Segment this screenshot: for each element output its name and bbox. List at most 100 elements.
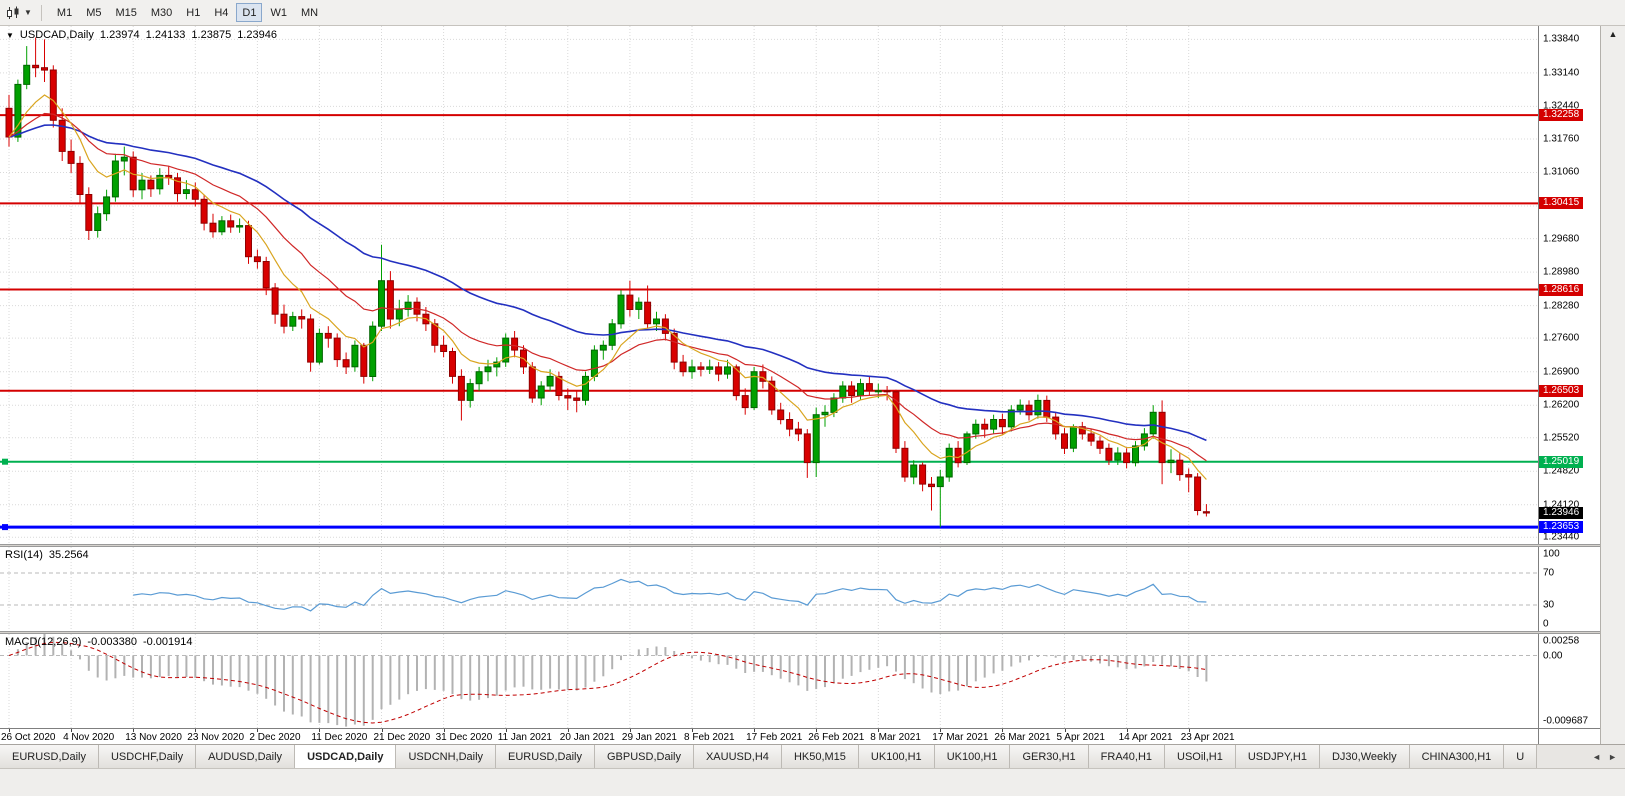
date-tick bbox=[505, 729, 507, 732]
rsi-scale-label: 30 bbox=[1543, 599, 1555, 611]
chart-tab-uk100-h1[interactable]: UK100,H1 bbox=[858, 745, 935, 768]
tabs-scroll-right-icon[interactable]: ► bbox=[1608, 751, 1617, 762]
date-tick bbox=[940, 729, 942, 732]
macd-main-value: -0.003380 bbox=[87, 636, 137, 648]
chart-tab-ger30-h1[interactable]: GER30,H1 bbox=[1010, 745, 1089, 768]
timeframe-button-m15[interactable]: M15 bbox=[115, 6, 137, 19]
chart-tabs: EURUSD,Daily USDCHF,Daily AUDUSD,Daily USDC… bbox=[0, 745, 1584, 768]
chart-tab-china300-h1[interactable]: CHINA300,H1 bbox=[1409, 745, 1505, 768]
timeframe-button-w1[interactable]: W1 bbox=[270, 6, 287, 19]
date-tick bbox=[1002, 729, 1004, 732]
date-label: 11 Dec 2020 bbox=[311, 732, 368, 743]
timeframe-button-m5[interactable]: M5 bbox=[86, 6, 102, 19]
hline-price-badge[interactable]: 1.28616 bbox=[1539, 283, 1584, 296]
hline-price-badge[interactable]: 1.23653 bbox=[1539, 521, 1584, 534]
date-tick bbox=[629, 729, 631, 732]
chart-tab-eurusd-daily[interactable]: EURUSD,Daily bbox=[0, 745, 99, 768]
timeframe-button-h1[interactable]: H1 bbox=[186, 6, 201, 19]
date-label: 26 Mar 2021 bbox=[994, 732, 1051, 743]
rsi-axis[interactable]: 100 70 30 0 bbox=[1538, 547, 1600, 631]
macd-signal-value: -0.001914 bbox=[142, 636, 193, 648]
chart-tab-usdjpy-h1[interactable]: USDJPY,H1 bbox=[1235, 745, 1320, 768]
macd-scale-label: -0.009687 bbox=[1543, 715, 1589, 727]
panel-separator[interactable] bbox=[0, 631, 1600, 634]
rsi-label: RSI(14) 35.2564 bbox=[5, 549, 89, 561]
time-axis-corner bbox=[1538, 728, 1600, 744]
price-tick-label: 1.26900 bbox=[1543, 366, 1580, 378]
chart-tab-dj30-weekly[interactable]: DJ30,Weekly bbox=[1319, 745, 1410, 768]
quote-open: 1.23974 bbox=[99, 29, 140, 41]
chart-tab-u[interactable]: U bbox=[1504, 745, 1538, 768]
chart-tab-uk100-h1[interactable]: UK100,H1 bbox=[934, 745, 1011, 768]
panel-separator[interactable] bbox=[0, 544, 1600, 547]
main-price-panel[interactable]: ▼ USDCAD,Daily 1.23974 1.24133 1.23875 1… bbox=[0, 26, 1538, 544]
date-tick bbox=[195, 729, 197, 732]
timeframe-button-m1[interactable]: M1 bbox=[56, 6, 73, 19]
timeframe-button-m30[interactable]: M30 bbox=[150, 6, 173, 19]
date-label: 14 Apr 2021 bbox=[1118, 732, 1173, 743]
macd-plot[interactable] bbox=[0, 634, 1538, 728]
hline-price-badge[interactable]: 1.30415 bbox=[1539, 197, 1584, 210]
hline-price-badge[interactable]: 1.26503 bbox=[1539, 384, 1584, 397]
macd-axis[interactable]: 0.00258 0.00 -0.009687 bbox=[1538, 634, 1600, 728]
chart-type-dropdown-icon[interactable]: ▼ bbox=[24, 8, 32, 17]
date-label: 8 Feb 2021 bbox=[684, 732, 735, 743]
chart-tab-hk50-m15[interactable]: HK50,M15 bbox=[781, 745, 859, 768]
date-label: 13 Nov 2020 bbox=[125, 732, 182, 743]
price-tick-label: 1.26200 bbox=[1543, 399, 1580, 411]
macd-label: MACD(12,26,9) -0.003380 -0.001914 bbox=[5, 636, 193, 648]
date-tick bbox=[71, 729, 73, 732]
chart-tab-usdcnh-daily[interactable]: USDCNH,Daily bbox=[396, 745, 497, 768]
quote-close: 1.23946 bbox=[237, 29, 277, 41]
date-tick bbox=[816, 729, 818, 732]
price-tick-label: 1.33840 bbox=[1543, 33, 1580, 45]
rsi-panel[interactable]: RSI(14) 35.2564 bbox=[0, 547, 1538, 631]
price-tick-label: 1.28280 bbox=[1543, 300, 1580, 312]
price-tick-label: 1.24120 bbox=[1543, 499, 1580, 511]
date-tick bbox=[567, 729, 569, 732]
scroll-up-icon[interactable]: ▲ bbox=[1608, 29, 1618, 39]
macd-panel[interactable]: MACD(12,26,9) -0.003380 -0.001914 bbox=[0, 634, 1538, 728]
chart-tab-audusd-daily[interactable]: AUDUSD,Daily bbox=[196, 745, 296, 768]
chart-collapse-icon[interactable]: ▼ bbox=[6, 30, 14, 40]
chart-tab-usdcad-daily[interactable]: USDCAD,Daily bbox=[295, 745, 397, 768]
rsi-scale-label: 0 bbox=[1543, 618, 1549, 630]
candlestick-plot[interactable] bbox=[0, 26, 1538, 544]
right-side-strip: ▲ bbox=[1600, 26, 1625, 744]
tabs-scroll-left-icon[interactable]: ◄ bbox=[1592, 751, 1602, 762]
hline-price-badge[interactable]: 1.32258 bbox=[1539, 109, 1584, 122]
timeframe-button-h4[interactable]: H4 bbox=[214, 6, 229, 19]
price-axis[interactable]: 1.338401.331401.324401.317601.310601.303… bbox=[1538, 26, 1600, 544]
date-tick bbox=[1126, 729, 1128, 732]
price-tick-label: 1.25520 bbox=[1543, 432, 1580, 444]
date-tick bbox=[9, 729, 10, 732]
date-label: 21 Dec 2020 bbox=[373, 732, 431, 743]
timeframes-toolbar: ▼ M1 M5 M15 M30 H1 H4 D1 W1 MN bbox=[0, 0, 1625, 26]
rsi-scale-label: 100 bbox=[1543, 548, 1560, 560]
date-label: 17 Mar 2021 bbox=[932, 732, 989, 743]
rsi-plot[interactable] bbox=[0, 547, 1538, 631]
date-tick bbox=[1188, 729, 1190, 732]
chart-type-icon[interactable] bbox=[6, 6, 21, 20]
date-label: 26 Feb 2021 bbox=[808, 732, 865, 743]
chart-tab-fra40-h1[interactable]: FRA40,H1 bbox=[1088, 745, 1166, 768]
chart-tab-gbpusd-daily[interactable]: GBPUSD,Daily bbox=[595, 745, 694, 768]
rsi-name: RSI(14) bbox=[5, 549, 43, 561]
time-axis[interactable]: 26 Oct 2020 4 Nov 2020 13 Nov 2020 23 Nov 2… bbox=[0, 728, 1538, 744]
date-label: 29 Jan 2021 bbox=[621, 732, 677, 743]
price-tick-label: 1.33140 bbox=[1543, 67, 1580, 79]
chart-tab-eurusd-daily[interactable]: EURUSD,Daily bbox=[496, 745, 595, 768]
rsi-value: 35.2564 bbox=[48, 549, 89, 561]
date-label: 11 Jan 2021 bbox=[497, 732, 552, 743]
chart-tab-usdchf-daily[interactable]: USDCHF,Daily bbox=[98, 745, 197, 768]
timeframe-button-d1[interactable]: D1 bbox=[236, 3, 263, 22]
chart-tab-xauusd-h4[interactable]: XAUUSD,H4 bbox=[693, 745, 782, 768]
timeframe-button-mn[interactable]: MN bbox=[300, 6, 319, 19]
chart-tab-usoil-h1[interactable]: USOil,H1 bbox=[1165, 745, 1236, 768]
hline-price-badge[interactable]: 1.25019 bbox=[1539, 455, 1584, 468]
chart-area: ▼ USDCAD,Daily 1.23974 1.24133 1.23875 1… bbox=[0, 26, 1625, 744]
macd-name: MACD(12,26,9) bbox=[5, 636, 82, 648]
timeframe-button-group: M1 M5 M15 M30 H1 H4 D1 W1 MN bbox=[51, 3, 326, 22]
chart-symbol-label: USDCAD,Daily bbox=[19, 29, 94, 41]
